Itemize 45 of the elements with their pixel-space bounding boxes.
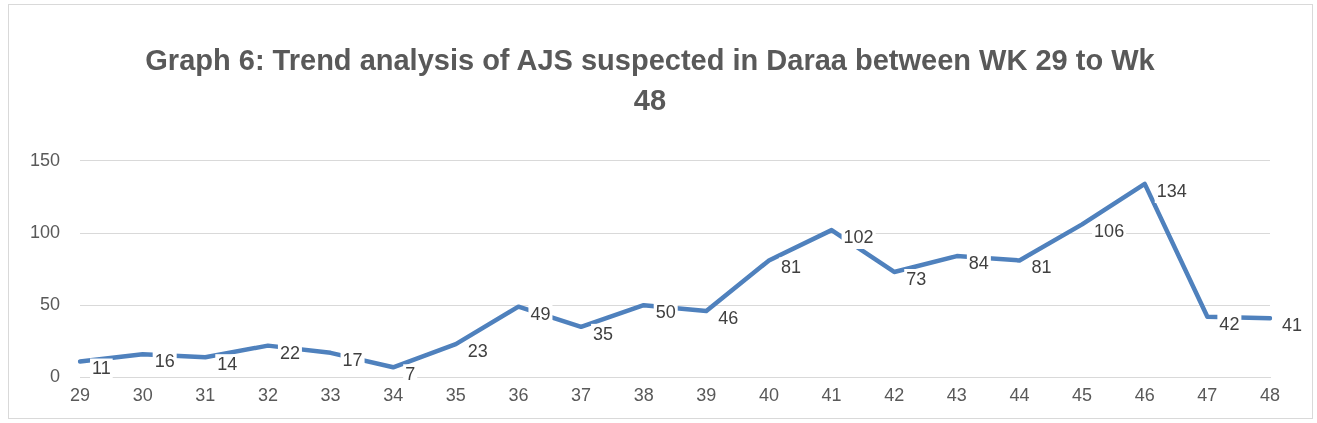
x-tick-label: 33 (320, 385, 341, 406)
x-tick-label: 35 (445, 385, 466, 406)
x-tick-label: 48 (1259, 385, 1281, 406)
data-label: 41 (1282, 315, 1303, 336)
data-label: 81 (780, 257, 801, 278)
data-label: 84 (968, 253, 989, 274)
x-tick-label: 36 (508, 385, 529, 406)
y-tick-label: 50 (40, 294, 61, 315)
x-tick-label: 46 (1134, 385, 1155, 406)
data-label: 22 (279, 342, 300, 363)
data-label: 7 (405, 364, 416, 385)
data-label: 102 (843, 227, 874, 248)
data-label: 49 (530, 303, 551, 324)
y-tick-label: 150 (29, 149, 61, 170)
data-label: 50 (655, 302, 676, 323)
y-tick-label: 0 (50, 366, 61, 387)
x-tick-label: 44 (1009, 385, 1030, 406)
data-label: 17 (342, 349, 363, 370)
data-label: 81 (1031, 257, 1052, 278)
data-label: 106 (1094, 221, 1125, 242)
data-label: 42 (1219, 313, 1240, 334)
x-tick-label: 37 (571, 385, 592, 406)
data-label: 35 (593, 323, 614, 344)
x-tick-label: 30 (132, 385, 153, 406)
x-tick-label: 47 (1197, 385, 1218, 406)
x-tick-label: 41 (821, 385, 842, 406)
x-tick-label: 34 (383, 385, 404, 406)
x-tick-label: 39 (696, 385, 717, 406)
data-label: 23 (467, 341, 488, 362)
data-label: 14 (217, 354, 238, 375)
data-label: 16 (154, 351, 175, 372)
data-label: 73 (906, 268, 927, 289)
x-tick-label: 31 (195, 385, 216, 406)
chart-title: Graph 6: Trend analysis of AJS suspected in Daraa between WK 29 to Wk 48 (144, 43, 1156, 118)
x-tick-label: 38 (633, 385, 654, 406)
x-tick-label: 29 (70, 385, 91, 406)
x-tick-label: 43 (946, 385, 967, 406)
x-tick-label: 45 (1072, 385, 1093, 406)
x-tick-label: 40 (758, 385, 779, 406)
x-tick-label: 32 (257, 385, 278, 406)
data-label: 11 (92, 358, 111, 379)
x-tick-label: 42 (884, 385, 905, 406)
y-tick-label: 100 (29, 221, 61, 242)
data-label: 46 (718, 307, 739, 328)
data-label: 134 (1156, 180, 1187, 201)
